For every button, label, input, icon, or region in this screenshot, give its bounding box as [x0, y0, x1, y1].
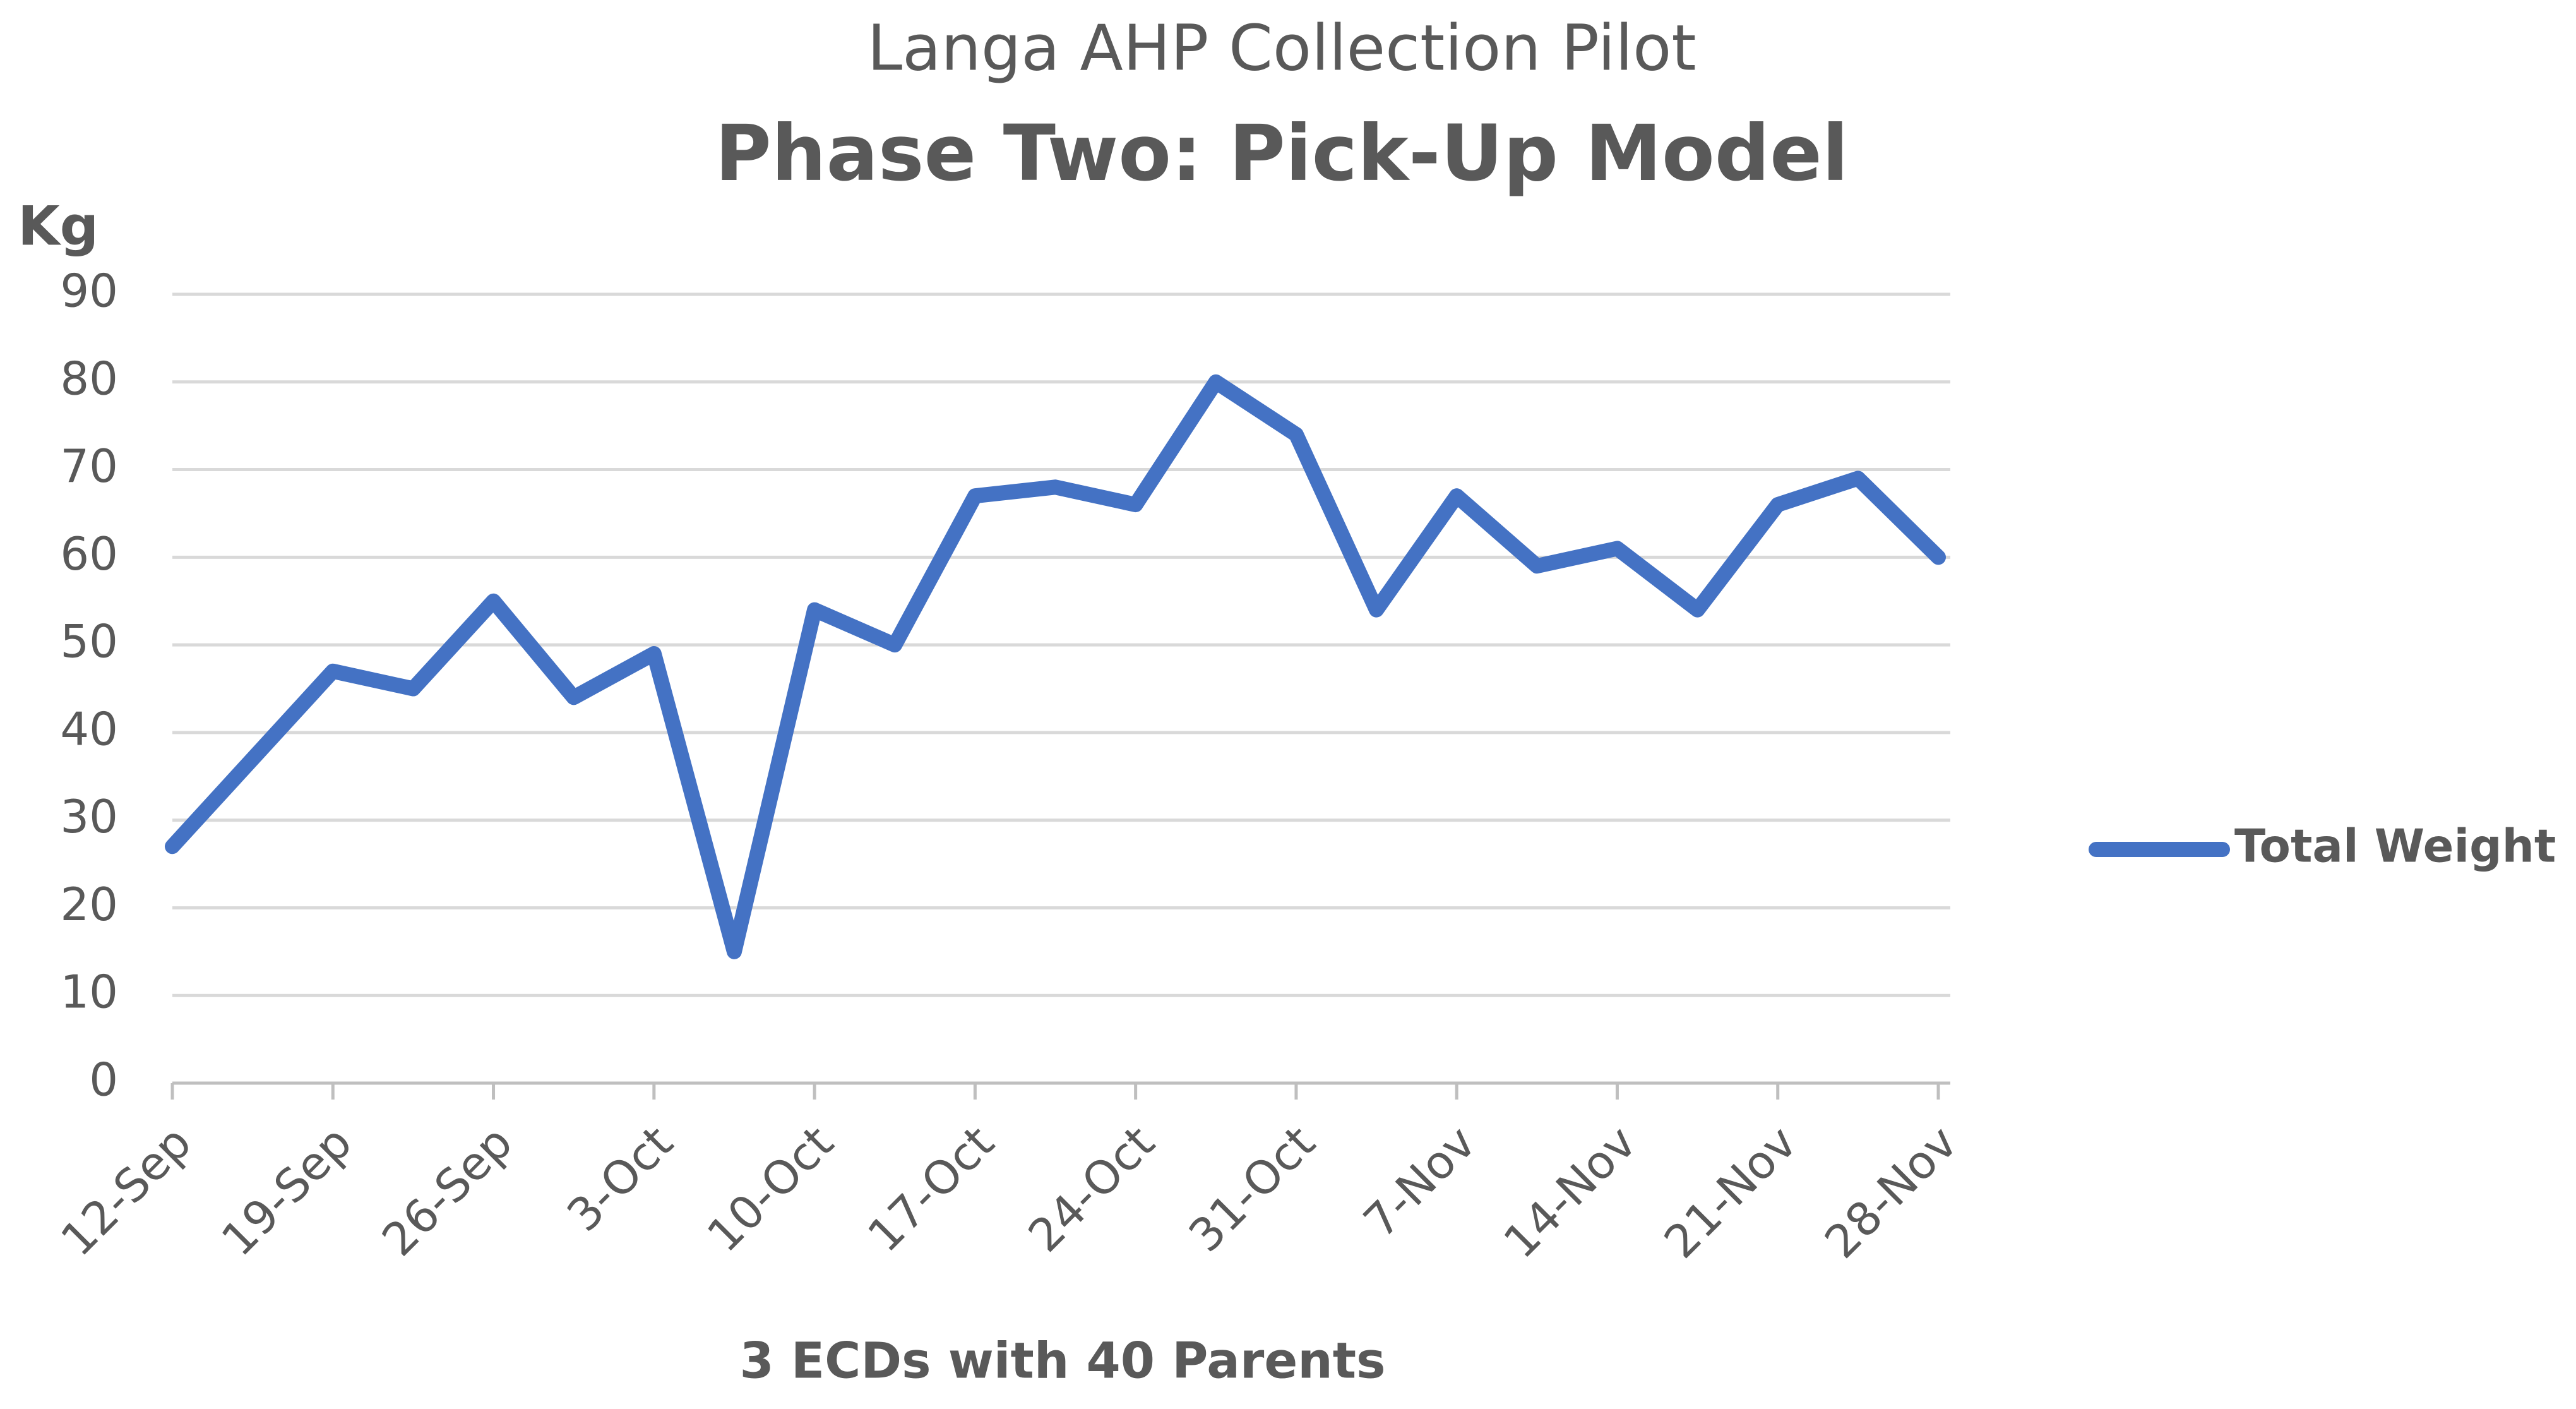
chart-subtitle: Phase Two: Pick-Up Model — [715, 109, 1848, 198]
y-tick-label: 60 — [60, 527, 118, 580]
y-tick-label: 70 — [60, 440, 118, 493]
x-tick-label: 17-Oct — [857, 1115, 1004, 1262]
x-tick-label: 31-Oct — [1179, 1115, 1325, 1262]
x-tick-label: 14-Nov — [1493, 1115, 1646, 1268]
y-tick-label: 90 — [60, 265, 118, 318]
y-tick-label: 50 — [60, 615, 118, 668]
x-tick-label: 26-Sep — [372, 1115, 523, 1266]
y-axis-title: Kg — [18, 195, 98, 258]
y-tick-label: 30 — [60, 790, 118, 843]
x-tick-label: 7-Nov — [1353, 1115, 1486, 1248]
y-tick-label: 80 — [60, 352, 118, 405]
x-tick-label: 10-Oct — [697, 1115, 844, 1262]
data-line — [165, 374, 1946, 959]
y-tick-label: 0 — [89, 1053, 118, 1106]
legend-label: Total Weight — [2234, 820, 2556, 873]
y-tick-label: 40 — [60, 702, 118, 755]
chart-title: Langa AHP Collection Pilot — [867, 11, 1696, 85]
x-axis-title: 3 ECDs with 40 Parents — [739, 1333, 1385, 1389]
y-tick-label: 10 — [60, 966, 118, 1019]
x-tick-label: 28-Nov — [1815, 1115, 1967, 1268]
x-tick-label: 21-Nov — [1654, 1115, 1807, 1268]
x-tick-label: 12-Sep — [51, 1115, 201, 1266]
x-tick-label: 19-Sep — [212, 1115, 362, 1266]
y-tick-label: 20 — [60, 878, 118, 931]
x-tick-label: 24-Oct — [1018, 1115, 1164, 1262]
x-tick-label: 3-Oct — [557, 1115, 683, 1242]
